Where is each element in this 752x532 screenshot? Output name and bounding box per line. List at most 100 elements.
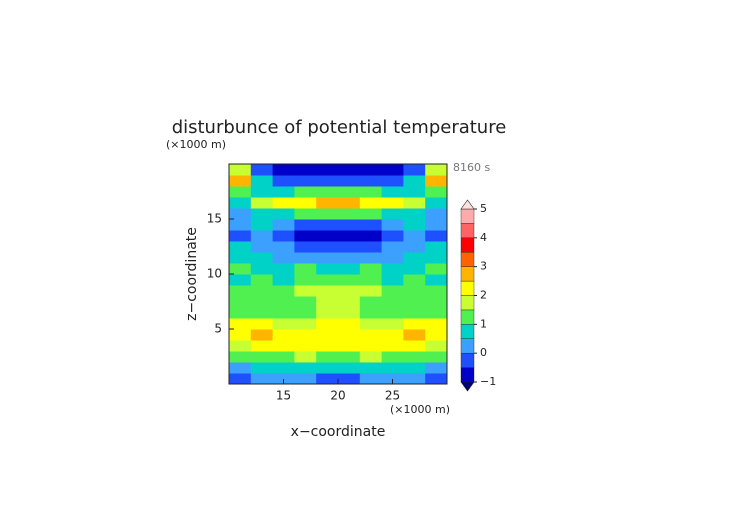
contour-cell	[272, 175, 295, 187]
contour-cell	[381, 263, 404, 275]
contour-cell	[272, 186, 295, 198]
contour-cell	[229, 274, 252, 286]
contour-cell	[425, 164, 448, 176]
contour-cell	[425, 241, 448, 253]
colorbar-band	[460, 338, 475, 354]
colorbar-tick-label: 0	[480, 346, 487, 359]
x-tick-label: 20	[330, 389, 345, 403]
contour-cell	[272, 362, 295, 374]
contour-cell	[381, 241, 404, 253]
contour-cell	[425, 362, 448, 374]
contour-cell	[425, 373, 448, 385]
contour-cell	[294, 252, 317, 264]
contour-cell	[316, 307, 339, 319]
contour-cell	[272, 296, 295, 308]
colorbar-band	[460, 252, 475, 267]
contour-cell	[338, 230, 361, 242]
contour-cell	[294, 186, 317, 198]
contour-cell	[272, 230, 295, 242]
contour-cell	[425, 318, 448, 330]
contour-cell	[229, 340, 252, 352]
contour-cell	[338, 219, 361, 231]
contour-cell	[425, 175, 448, 187]
contour-cell	[338, 307, 361, 319]
contour-cell	[338, 175, 361, 187]
contour-cell	[229, 252, 252, 264]
contour-cell	[425, 230, 448, 242]
contour-cell	[294, 296, 317, 308]
contour-cell	[229, 285, 252, 297]
contour-cell	[229, 351, 252, 363]
contour-cell	[294, 175, 317, 187]
y-tick-label: 10	[207, 267, 222, 281]
contour-cell	[359, 186, 383, 198]
contour-cell	[272, 373, 295, 385]
contour-cell	[316, 274, 339, 286]
contour-cell	[250, 285, 274, 297]
contour-cell	[381, 219, 404, 231]
contour-cell	[250, 252, 274, 264]
contour-cell	[338, 373, 361, 385]
contour-cell	[338, 329, 361, 341]
contour-cell	[229, 296, 252, 308]
colorbar-tick-label: 2	[480, 289, 487, 302]
contour-cell	[425, 208, 448, 220]
contour-cell	[272, 219, 295, 231]
contour-cell	[316, 230, 339, 242]
contour-cell	[425, 351, 448, 363]
contour-cell	[229, 197, 252, 209]
contour-cell	[359, 252, 383, 264]
x-unit: (×1000 m)	[390, 403, 450, 416]
colorbar-tick-label: 3	[480, 260, 487, 273]
contour-cell	[250, 208, 274, 220]
colorbar-band	[460, 352, 475, 368]
contour-cell	[250, 274, 274, 286]
contour-cell	[403, 296, 426, 308]
contour-cell	[316, 241, 339, 253]
contour-cell	[381, 329, 404, 341]
contour-cell	[229, 164, 252, 176]
contour-cell	[425, 329, 448, 341]
contour-cell	[272, 241, 295, 253]
contour-cell	[272, 307, 295, 319]
contour-cell	[338, 318, 361, 330]
colorbar-top-extend	[460, 199, 475, 210]
contour-cell	[294, 351, 317, 363]
contour-cell	[250, 230, 274, 242]
contour-cell	[272, 274, 295, 286]
colorbar-band	[460, 237, 475, 253]
contour-cell	[403, 208, 426, 220]
contour-cell	[316, 219, 339, 231]
colorbar-tick-label: −1	[480, 375, 496, 388]
contour-cell	[272, 263, 295, 275]
contour-cell	[425, 197, 448, 209]
contour-cell	[359, 351, 383, 363]
contour-cell	[250, 296, 274, 308]
contour-cell	[316, 329, 339, 341]
contour-cell	[381, 164, 404, 176]
contour-cell	[359, 362, 383, 374]
contour-cell	[338, 296, 361, 308]
x-axis-label: x−coordinate	[291, 424, 386, 440]
contour-cell	[272, 329, 295, 341]
contour-cell	[403, 252, 426, 264]
contour-field	[229, 164, 448, 385]
contour-cell	[294, 274, 317, 286]
contour-cell	[272, 318, 295, 330]
contour-cell	[338, 186, 361, 198]
contour-cell	[403, 329, 426, 341]
contour-cell	[403, 318, 426, 330]
contour-cell	[272, 197, 295, 209]
contour-cell	[338, 252, 361, 264]
contour-cell	[272, 252, 295, 264]
colorbar-bottom-extend	[460, 381, 475, 392]
contour-cell	[294, 318, 317, 330]
contour-cell	[381, 175, 404, 187]
y-tick-label: 15	[207, 212, 222, 226]
contour-cell	[381, 362, 404, 374]
contour-cell	[316, 263, 339, 275]
x-tick-label: 25	[385, 389, 400, 403]
contour-cell	[229, 307, 252, 319]
contour-cell	[294, 241, 317, 253]
contour-cell	[229, 230, 252, 242]
